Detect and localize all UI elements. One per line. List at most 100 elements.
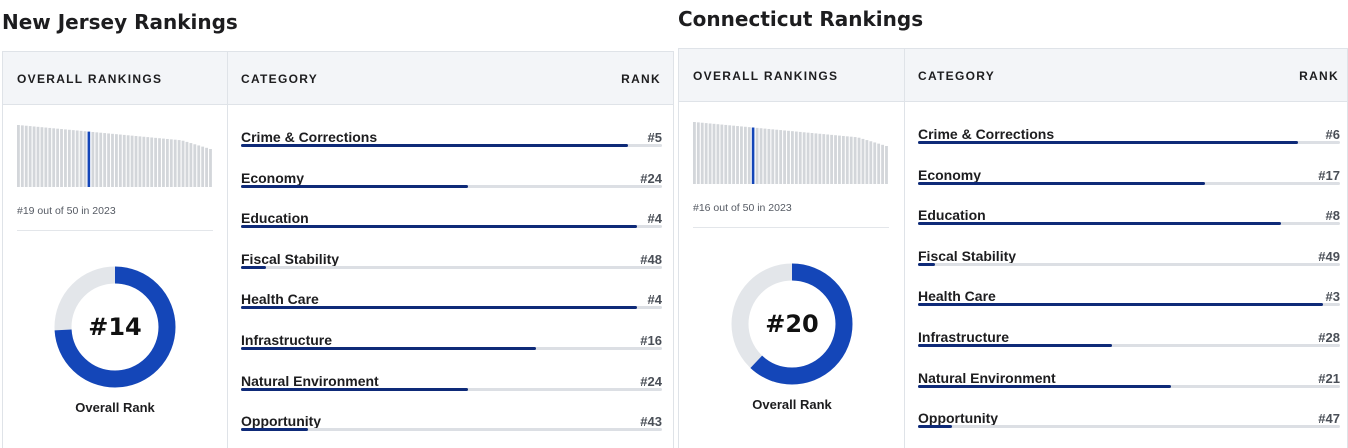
mini-bar [747, 127, 751, 184]
overall-rankings-header: OVERALL RANKINGS [693, 69, 839, 83]
category-rank: #17 [1318, 167, 1340, 183]
rank-bar-track [241, 225, 662, 229]
category-row[interactable]: Economy #17 [918, 167, 1340, 203]
rank-bar-fill [918, 262, 935, 266]
mini-bar [869, 141, 873, 184]
mini-bar [743, 126, 747, 184]
mini-bar [36, 126, 40, 187]
mini-bar [197, 145, 201, 187]
category-row[interactable]: Fiscal Stability #49 [918, 248, 1340, 284]
rank-bar-fill [241, 347, 536, 350]
rank-bar-fill [241, 387, 469, 391]
mini-bar [67, 129, 71, 187]
mini-bar [740, 126, 743, 184]
mini-bar [724, 124, 728, 184]
mini-bar [771, 129, 775, 184]
mini-bar [818, 133, 822, 184]
ranking-caption: #19 out of 50 in 2023 [17, 205, 116, 217]
mini-bar [79, 130, 83, 187]
category-rank: #24 [640, 373, 662, 389]
rank-bar-track [241, 306, 662, 310]
mini-bar [755, 127, 759, 184]
overall-rank-donut [731, 263, 853, 385]
state-panel-connecticut: Connecticut Rankings OVERALL RANKINGS CA… [678, 0, 1348, 448]
category-name: Opportunity [241, 413, 322, 430]
rank-bar-fill [918, 222, 1281, 226]
mini-bar [201, 146, 205, 187]
category-rank: #16 [640, 333, 662, 348]
overall-rankings-mini-chart [693, 122, 888, 184]
category-row[interactable]: Natural Environment #24 [241, 373, 662, 409]
mini-bar [877, 143, 881, 184]
rank-bar-track [918, 222, 1340, 226]
mini-bar [40, 127, 44, 187]
mini-bar [83, 131, 87, 187]
card-header [679, 49, 1347, 102]
category-rank: #21 [1318, 370, 1340, 386]
overall-rank-donut [54, 266, 176, 388]
mini-bar [708, 123, 712, 184]
category-row[interactable]: Health Care #3 [918, 288, 1340, 324]
mini-bar-highlight [87, 131, 91, 187]
mini-bar [822, 134, 826, 184]
mini-bar [736, 126, 739, 184]
rank-bar-track [241, 428, 662, 432]
mini-bar [775, 129, 779, 184]
overall-rank-label: Overall Rank [75, 400, 155, 415]
mini-bar [881, 144, 884, 184]
category-row[interactable]: Crime & Corrections #5 [241, 129, 662, 165]
mini-bar [32, 126, 36, 187]
category-row[interactable]: Health Care #4 [241, 291, 662, 327]
section-separator [17, 230, 213, 231]
category-row[interactable]: Opportunity #43 [241, 413, 662, 448]
category-name: Education [241, 210, 309, 227]
mini-bar [794, 131, 798, 184]
mini-bar [177, 140, 181, 187]
category-name: Natural Environment [918, 369, 1056, 386]
mini-bar [75, 130, 79, 187]
mini-bar [103, 133, 107, 187]
mini-bar [56, 128, 60, 187]
mini-bar [853, 137, 857, 184]
category-row[interactable]: Education #8 [918, 207, 1340, 243]
category-rank: #3 [1325, 289, 1340, 305]
panel-title: Connecticut Rankings [678, 7, 924, 31]
category-row[interactable]: Fiscal Stability #48 [241, 251, 662, 287]
category-row[interactable]: Natural Environment #21 [918, 370, 1340, 406]
mini-bar [787, 130, 790, 184]
mini-bar [732, 125, 736, 184]
mini-bar [150, 137, 154, 187]
category-header: CATEGORY [241, 72, 319, 86]
category-row[interactable]: Education #4 [241, 210, 662, 246]
mini-bar [857, 137, 861, 184]
mini-bar [91, 131, 95, 187]
rank-bar-fill [241, 265, 267, 269]
mini-bar [118, 134, 122, 187]
rank-bar-track [241, 347, 662, 350]
mini-bar [122, 134, 126, 187]
category-row[interactable]: Infrastructure #16 [241, 332, 662, 368]
mini-bar [165, 138, 169, 187]
rank-bar-track [918, 141, 1340, 144]
rank-header: RANK [1299, 69, 1339, 83]
ranking-caption: #16 out of 50 in 2023 [693, 202, 792, 214]
category-name: Crime & Corrections [918, 126, 1055, 142]
donut-fill [731, 263, 853, 385]
category-rank: #6 [1325, 127, 1340, 142]
category-name: Fiscal Stability [241, 250, 340, 267]
rank-bar-fill [918, 181, 1205, 185]
mini-bar [696, 122, 700, 184]
category-rank: #43 [640, 414, 662, 430]
category-row[interactable]: Economy #24 [241, 170, 662, 206]
mini-bar [791, 131, 794, 184]
mini-bar [700, 122, 704, 184]
mini-bar [849, 136, 853, 184]
mini-bar [814, 133, 818, 184]
overall-rankings-mini-chart [17, 125, 212, 187]
category-row[interactable]: Infrastructure #28 [918, 329, 1340, 365]
mini-bar [189, 143, 193, 187]
category-row[interactable]: Opportunity #47 [918, 410, 1340, 446]
category-row[interactable]: Crime & Corrections #6 [918, 126, 1340, 162]
rank-bar-fill [918, 344, 1113, 347]
category-rank: #5 [647, 130, 662, 145]
